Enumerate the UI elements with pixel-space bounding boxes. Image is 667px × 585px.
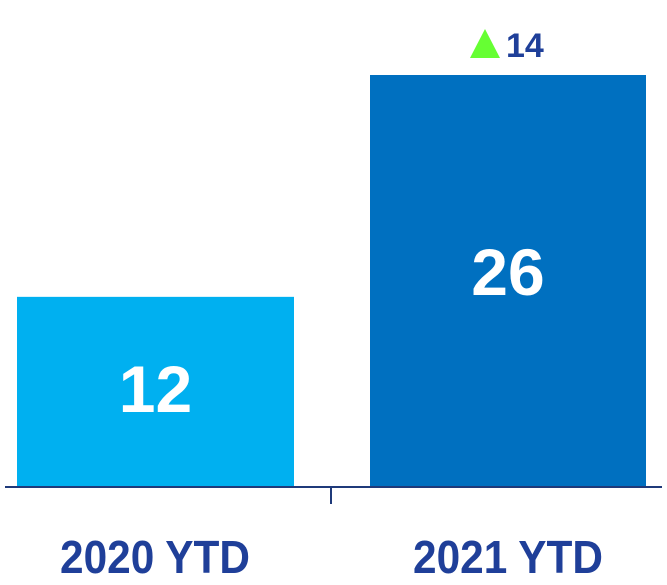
bar-2021-ytd (370, 75, 646, 487)
category-label-2020-ytd: 2020 YTD (60, 531, 250, 583)
change-value-label: 14 (506, 27, 544, 65)
bars-group: 12 26 (17, 75, 646, 487)
bar-2020-ytd (17, 296, 294, 487)
data-label-2021-ytd: 26 (471, 235, 544, 309)
category-label-2021-ytd: 2021 YTD (413, 531, 603, 583)
triangle-up-icon (470, 29, 500, 58)
change-indicator: 14 (470, 27, 544, 65)
data-label-2020-ytd: 12 (119, 352, 192, 426)
category-labels-group: 2020 YTD 2021 YTD (60, 531, 603, 583)
